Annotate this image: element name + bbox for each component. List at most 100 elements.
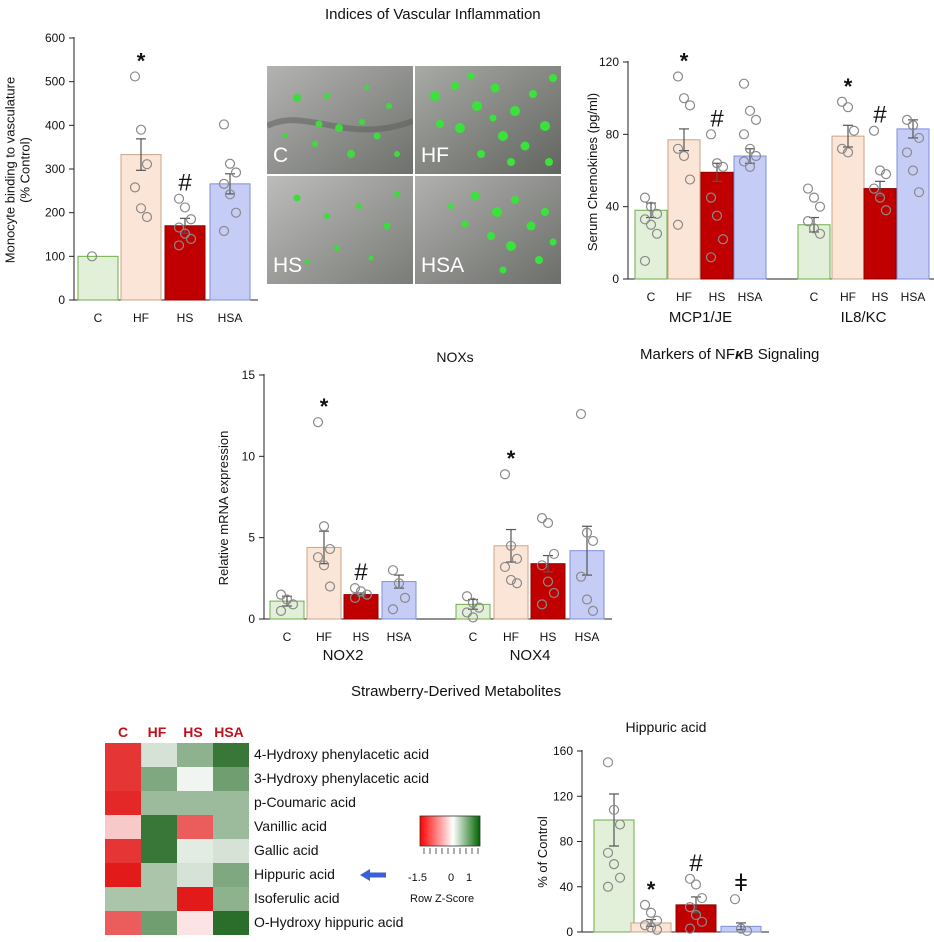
data-point <box>645 922 657 933</box>
x-tick-label: C <box>469 630 478 644</box>
bar <box>675 904 717 933</box>
data-point <box>705 192 717 203</box>
heatmap-cell <box>213 911 249 935</box>
bar <box>896 128 930 280</box>
heatmap-cell <box>177 767 213 791</box>
data-point <box>802 183 814 194</box>
data-point <box>744 143 756 154</box>
data-point <box>141 159 153 170</box>
data-point <box>684 100 696 111</box>
data-point <box>548 587 560 599</box>
heatmap-cell <box>177 863 213 887</box>
group-label: MCP1/JE <box>669 309 732 326</box>
data-point <box>230 167 242 178</box>
data-point <box>651 228 663 239</box>
data-point <box>129 182 141 193</box>
x-tick-label: C <box>283 630 292 644</box>
y-tick-label: 0 <box>58 293 65 307</box>
heatmap-cell <box>177 887 213 911</box>
data-point <box>399 592 411 603</box>
group-label: NOX2 <box>323 647 364 664</box>
data-point <box>901 147 913 158</box>
bar <box>831 135 865 280</box>
heatmap-row-label: Vanillic acid <box>254 818 327 834</box>
data-point <box>185 214 197 225</box>
significance-mark: * <box>320 394 329 419</box>
data-point <box>672 71 684 82</box>
data-point <box>750 114 762 125</box>
heatmap-cell <box>105 791 141 815</box>
data-point <box>614 819 626 830</box>
data-point <box>729 894 741 905</box>
group-label: IL8/KC <box>841 309 887 326</box>
micrograph-hf: HF <box>415 66 561 174</box>
data-point <box>608 804 620 815</box>
data-point <box>645 219 657 230</box>
data-point <box>536 513 548 524</box>
bar <box>863 188 897 280</box>
data-point <box>473 602 485 613</box>
heatmap-col-hsa: HSA <box>214 724 244 740</box>
data-point <box>461 607 473 618</box>
data-point <box>711 158 723 169</box>
x-tick-label: HS <box>872 290 889 304</box>
data-point <box>587 535 599 547</box>
heatmap-cell <box>105 839 141 863</box>
x-tick-label: HS <box>540 630 557 644</box>
data-point <box>548 548 560 560</box>
heatmap-col-c: C <box>117 724 129 740</box>
data-point <box>218 119 230 130</box>
data-point <box>318 521 330 532</box>
heatmap-cell <box>177 791 213 815</box>
nfkb-title-kappa: κ <box>735 346 744 363</box>
heatmap-cell <box>177 839 213 863</box>
heatmap-cell <box>105 767 141 791</box>
data-point <box>575 408 587 420</box>
data-point <box>587 605 599 616</box>
data-point <box>312 552 324 563</box>
y-tick-label: 40 <box>560 880 574 894</box>
heatmap-row-label: Hippuric acid <box>254 866 335 882</box>
chart-title: NOXs <box>436 349 473 365</box>
heatmap-cell <box>141 887 177 911</box>
data-point <box>672 219 684 230</box>
hippuric-arrow-icon <box>360 869 386 881</box>
data-point <box>542 576 554 587</box>
x-tick-label: HF <box>503 630 519 644</box>
data-point <box>179 228 191 239</box>
data-point <box>218 225 230 237</box>
data-point <box>901 114 913 125</box>
data-point <box>393 578 405 589</box>
colorkey-tick: 0 <box>448 872 455 884</box>
heatmap-cell <box>177 815 213 839</box>
data-point <box>744 105 756 116</box>
significance-mark: # <box>873 102 887 129</box>
data-point <box>735 923 747 934</box>
data-point <box>678 93 690 104</box>
data-point <box>907 165 919 176</box>
data-point <box>86 251 98 262</box>
y-tick-label: 600 <box>45 31 65 45</box>
y-tick-label: 100 <box>45 249 65 263</box>
micrograph-c-label: C <box>273 144 289 167</box>
monocyte-chart: 0 100 200 300 400 500 600 Monocyte binding to v… <box>3 31 258 325</box>
data-point <box>505 574 517 586</box>
metabolites-title: Strawberry-Derived Metabolites <box>351 683 562 700</box>
x-tick-label: HSA <box>738 290 763 304</box>
data-point <box>467 597 479 608</box>
nfkb-title: Markers of NFκB Signaling <box>640 346 819 363</box>
group-label: NOX4 <box>510 647 551 664</box>
chart-title: Hippuric acid <box>626 719 707 735</box>
x-tick-label: HSA <box>901 290 926 304</box>
data-point <box>608 859 620 870</box>
data-point <box>738 156 750 167</box>
micrograph-hs-image <box>267 176 413 284</box>
data-point <box>705 129 717 140</box>
heatmap-cell <box>105 911 141 935</box>
bar <box>209 183 251 301</box>
significance-mark: # <box>689 850 703 877</box>
data-point <box>218 178 230 189</box>
data-point <box>312 417 324 428</box>
heatmap-cell <box>105 743 141 767</box>
data-point <box>913 187 925 198</box>
